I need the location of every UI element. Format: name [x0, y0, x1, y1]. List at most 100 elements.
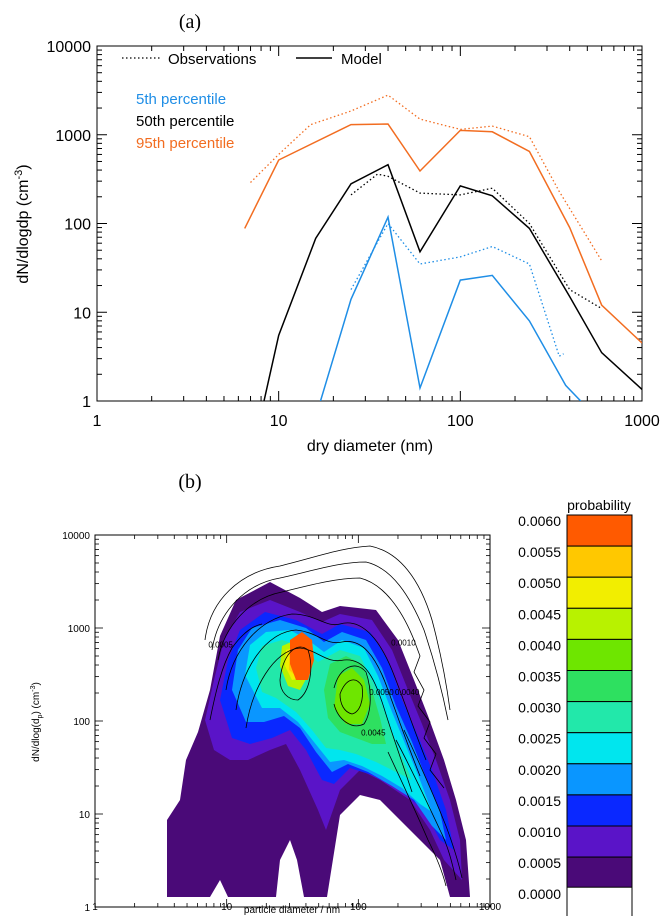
b-y-tick-label: 100 — [73, 717, 90, 728]
panel-b-y-axis-label: dN/dlog(dp) (cm-3) — [30, 682, 44, 762]
contour-mid-2 — [235, 629, 421, 777]
b-y-tick-label: 1 — [84, 903, 90, 914]
colorbar-title: probability — [567, 497, 631, 513]
legend-p5: 5th percentile — [136, 91, 226, 108]
colorbar-label: 0.0060 — [518, 513, 561, 529]
panel-a-label: (a) — [179, 11, 201, 33]
b-y-tick-label: 1000 — [68, 624, 91, 635]
panel-b-x-axis-label: particle diameter / nm — [244, 905, 340, 916]
colorbar-label: 0.0030 — [518, 700, 561, 716]
panel-a-y-axis-label-main: dN/dlogdp (cm — [15, 180, 32, 284]
contour-right-wiggle — [413, 639, 445, 789]
a-x-tick-label: 10 — [270, 413, 288, 430]
colorbar-swatch — [566, 763, 633, 796]
line-p50-model — [263, 163, 642, 401]
contour-label: 0.0010 — [391, 638, 416, 647]
panel-b-y-axis-label-tail: ) — [31, 682, 42, 685]
contour-label: 0.0050 — [369, 688, 394, 697]
colorbar-swatch — [566, 638, 633, 672]
colorbar-swatch — [566, 732, 633, 765]
colorbar-swatch — [566, 607, 633, 640]
legend-model: Model — [341, 51, 382, 68]
b-x-tick-label: 1000 — [479, 902, 502, 913]
panel-a-y-axis-label-tail: ) — [15, 164, 32, 169]
a-y-tick-label: 1 — [82, 394, 91, 411]
contour-mid-3 — [245, 647, 413, 793]
panel-b-tick-labels: 1 10 100 1000 1 10 100 1000 10000 — [62, 531, 501, 914]
line-p5-model — [319, 214, 582, 401]
panel-a-y-axis-label: dN/dlogdp (cm-3) — [13, 164, 32, 283]
colorbar-swatch — [566, 545, 633, 578]
panel-a-ticks — [96, 46, 642, 402]
a-y-tick-label: 1000 — [55, 128, 91, 145]
a-x-tick-label: 100 — [447, 413, 474, 430]
colorbar-label: 0.0055 — [518, 544, 561, 560]
panel-b-label: (b) — [178, 471, 201, 493]
panel-b-y-axis-label-sub: p — [37, 714, 44, 718]
b-y-tick-label: 10000 — [62, 531, 90, 542]
colorbar-label: 0.0050 — [518, 575, 561, 591]
contour-outer-2 — [211, 561, 449, 721]
panel-b-y-axis-label-main: dN/dlog(d — [31, 718, 42, 761]
contour-outer-1 — [204, 545, 451, 711]
contour-lines — [204, 545, 463, 887]
contour-left-lobe — [209, 623, 263, 721]
colorbar-swatch — [566, 856, 633, 889]
contour-labels: 0.0005 0.0010 0.0050 0.0045 0.0040 — [208, 638, 420, 737]
colorbar-label: 0.0015 — [518, 793, 561, 809]
line-p5-obs — [350, 222, 564, 358]
colorbar-label: 0.0000 — [518, 886, 561, 902]
colorbar-label: 0.0025 — [518, 731, 561, 747]
a-y-tick-label: 10 — [73, 305, 91, 322]
colorbar-swatch — [566, 670, 633, 703]
probability-heatmap — [167, 582, 470, 897]
colorbar-label: 0.0035 — [518, 669, 561, 685]
colorbar-label: 0.0010 — [518, 824, 561, 840]
b-x-tick-label: 1 — [92, 902, 98, 913]
panel-b-y-axis-label-mid: ) (cm — [31, 692, 42, 715]
colorbar-swatch — [566, 576, 633, 609]
contour-tail-3 — [387, 751, 447, 887]
colorbar-swatch-white — [566, 886, 633, 916]
panel-a: (a) 1 10 100 1000 1 10 100 1000 10000 Observatio… — [13, 11, 660, 455]
contour-inner-2 — [339, 679, 363, 715]
panel-a-series — [244, 94, 642, 401]
contour-outer-3 — [217, 577, 415, 661]
fill-level-0060 — [290, 632, 314, 680]
line-p50-obs — [350, 173, 603, 310]
panel-b-y-axis-label-sup: -3 — [30, 685, 37, 691]
b-y-tick-label: 10 — [79, 810, 91, 821]
colorbar: 0.0060 0.0055 0.0050 0.0045 0.0040 0.0035 0.00… — [518, 513, 633, 916]
contour-inner-3 — [279, 646, 312, 701]
contour-label: 0.0005 — [208, 640, 233, 649]
colorbar-label: 0.0005 — [518, 855, 561, 871]
colorbar-label: 0.0020 — [518, 762, 561, 778]
panel-a-x-axis-label: dry diameter (nm) — [307, 438, 433, 455]
colorbar-swatch — [566, 701, 633, 734]
b-x-tick-label: 10 — [221, 902, 233, 913]
contour-tail-2 — [403, 729, 463, 879]
contour-inner-1 — [333, 665, 371, 727]
panel-b-ticks — [94, 535, 490, 908]
a-x-tick-label: 1 — [93, 413, 102, 430]
panel-a-y-axis-label-sup: -3 — [13, 170, 25, 180]
legend-observations: Observations — [168, 51, 256, 68]
panel-a-tick-labels: 1 10 100 1000 1 10 100 1000 10000 — [47, 39, 660, 430]
legend-p50: 50th percentile — [136, 113, 234, 130]
colorbar-swatch — [566, 794, 633, 827]
colorbar-swatch — [566, 514, 633, 547]
colorbar-label: 0.0040 — [518, 637, 561, 653]
a-x-tick-label: 1000 — [624, 413, 660, 430]
a-y-tick-label: 100 — [64, 217, 91, 234]
contour-label: 0.0040 — [395, 688, 420, 697]
contour-label: 0.0045 — [361, 728, 386, 737]
line-p95-model — [244, 123, 642, 344]
fill-level-0040 — [334, 668, 370, 724]
contour-mid-1 — [225, 613, 427, 761]
a-y-tick-label: 10000 — [47, 39, 92, 56]
colorbar-swatch — [566, 825, 633, 858]
contour-tail-1 — [395, 739, 457, 881]
b-x-tick-label: 100 — [350, 902, 367, 913]
colorbar-label: 0.0045 — [518, 606, 561, 622]
